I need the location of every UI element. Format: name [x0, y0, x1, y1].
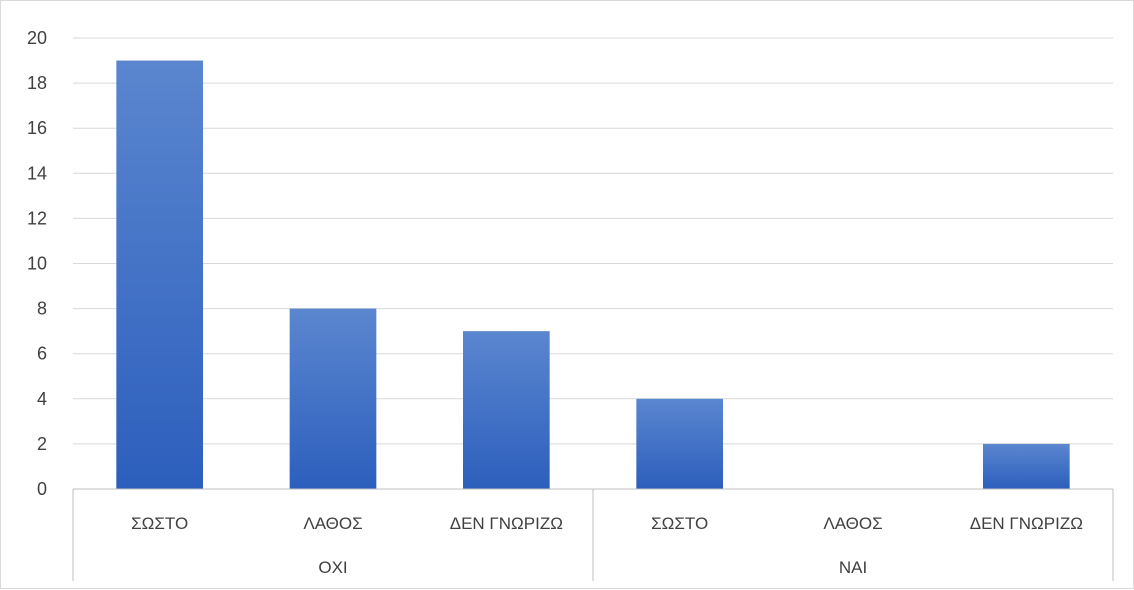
group-label: ΝΑΙ — [839, 558, 867, 577]
bar — [116, 61, 203, 489]
y-tick-label: 4 — [37, 389, 47, 409]
bar — [983, 444, 1070, 489]
y-tick-label: 8 — [37, 299, 47, 319]
x-axis — [73, 489, 1113, 581]
category-label: ΛΑΘΟΣ — [303, 514, 362, 533]
y-tick-label: 10 — [27, 254, 47, 274]
y-tick-label: 12 — [27, 208, 47, 228]
y-tick-label: 20 — [27, 28, 47, 48]
y-tick-label: 14 — [27, 163, 47, 183]
bar — [636, 399, 723, 489]
category-label: ΛΑΘΟΣ — [823, 514, 882, 533]
category-labels: ΣΩΣΤΟ ΛΑΘΟΣ ΔΕΝ ΓΝΩΡΙΖΩ ΣΩΣΤΟ ΛΑΘΟΣ ΔΕΝ ΓΝΩΡΙ… — [131, 514, 1083, 533]
y-tick-label: 2 — [37, 434, 47, 454]
category-label: ΔΕΝ ΓΝΩΡΙΖΩ — [970, 514, 1083, 533]
y-tick-label: 6 — [37, 344, 47, 364]
bar — [290, 309, 377, 489]
bars — [116, 61, 1069, 489]
bar — [463, 331, 550, 489]
group-label: ΟΧΙ — [318, 558, 347, 577]
y-tick-label: 16 — [27, 118, 47, 138]
category-label: ΣΩΣΤΟ — [651, 514, 708, 533]
y-tick-label: 18 — [27, 73, 47, 93]
y-axis-ticks: 0 2 4 6 8 10 12 14 16 18 20 — [27, 28, 47, 499]
category-label: ΣΩΣΤΟ — [131, 514, 188, 533]
y-tick-label: 0 — [37, 479, 47, 499]
gridlines — [73, 38, 1113, 444]
category-label: ΔΕΝ ΓΝΩΡΙΖΩ — [450, 514, 563, 533]
